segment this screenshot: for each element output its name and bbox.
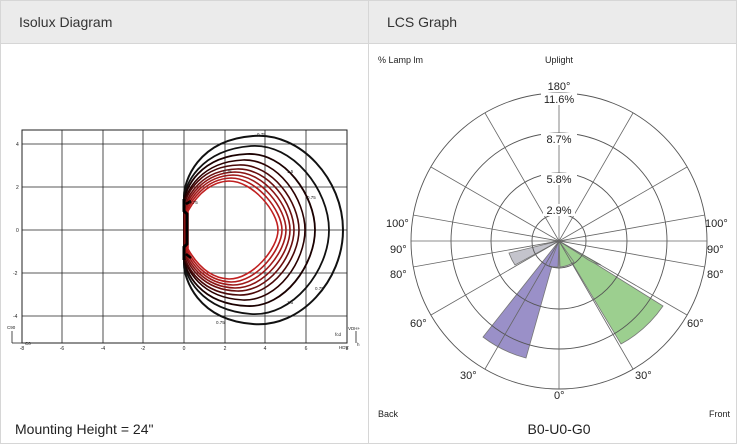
angle-label: 80° (390, 269, 407, 281)
mounting-height-caption: Mounting Height = 24" (15, 421, 154, 437)
lcs-label-masks (541, 93, 577, 216)
lcs-angle-labels: 100° 90° 80° 60° 30° 0° 30° 60° 80° 90° … (386, 218, 728, 402)
c90-axis-label: C90 (7, 325, 16, 330)
isolux-axis-markers: C90 C0 VDH+ fcd HDV h (7, 325, 361, 350)
angle-label: 0° (554, 390, 565, 402)
contour-label: 1.5 (287, 169, 294, 174)
uplight-label: Uplight (545, 55, 574, 65)
isolux-contour-labels: 0.75 1.5 0.75 0.75 0.75 1.5 0.75 0.75 (189, 132, 324, 325)
back-low-wedge (508, 240, 560, 266)
angle-label: 90° (390, 244, 407, 256)
isolux-panel: Isolux Diagram (0, 0, 369, 444)
angle-label: 30° (460, 370, 477, 382)
angle-label: 80° (707, 269, 724, 281)
contour-label: 0.75 (223, 169, 232, 174)
angle-label: 90° (707, 244, 724, 256)
isolux-y-ticks: 4 2 0 -2 -4 (13, 142, 19, 320)
angle-label: 60° (410, 318, 427, 330)
isolux-contours (182, 134, 345, 326)
contour-label: 0.75 (257, 132, 266, 137)
contour-label: 0.75 (189, 200, 198, 205)
y-tick-label: -4 (13, 314, 18, 320)
front-light-wedge (558, 240, 664, 345)
x-tick-label: 6 (305, 346, 308, 352)
x-tick-label: -6 (60, 346, 65, 352)
h-label: h (357, 342, 360, 347)
x-tick-label: -2 (141, 346, 146, 352)
fcd-label: fcd (335, 332, 342, 337)
angle-label: 60° (687, 318, 704, 330)
ring-label: 11.6% (544, 94, 575, 106)
lcs-panel-title: LCS Graph (369, 1, 736, 44)
contour-label: 0.75 (216, 320, 225, 325)
front-label: Front (709, 409, 731, 419)
contour-label: 0.75 (315, 286, 324, 291)
isolux-x-ticks: -8 -6 -4 -2 0 2 4 6 8 (20, 346, 349, 352)
hdv-label: HDV (339, 345, 349, 350)
lcs-radial-lines (411, 93, 707, 389)
angle-label: 30° (635, 370, 652, 382)
y-tick-label: 0 (16, 228, 19, 234)
lcs-panel: LCS Graph (368, 0, 737, 444)
c0-axis-label: C0 (25, 341, 31, 346)
back-light-wedge (482, 240, 560, 359)
x-tick-label: 4 (264, 346, 267, 352)
ring-label: 8.7% (546, 134, 571, 146)
lcs-top-labels: % Lamp lm Uplight 180° (378, 55, 574, 93)
x-tick-label: 8 (346, 346, 349, 352)
lcs-wedges (482, 239, 664, 359)
lcs-ring-labels: 11.6% 8.7% 5.8% 2.9% (544, 94, 575, 217)
ring-label: 5.8% (546, 174, 571, 186)
lcs-graph: 11.6% 8.7% 5.8% 2.9% % Lamp lm Uplight 1… (378, 55, 731, 437)
y-tick-label: 2 (16, 185, 19, 191)
contour-label: 1.5 (287, 300, 294, 305)
isolux-panel-title: Isolux Diagram (1, 1, 368, 44)
angle-180-label: 180° (548, 81, 571, 93)
y-tick-label: -2 (13, 271, 18, 277)
lamp-lumen-label: % Lamp lm (378, 55, 423, 65)
ring-label: 2.9% (546, 205, 571, 217)
angle-label: 100° (705, 218, 728, 230)
lcs-bottom-labels: Back Front B0-U0-G0 (378, 409, 731, 437)
x-tick-label: 0 (183, 346, 186, 352)
isolux-diagram: 0.75 1.5 0.75 0.75 0.75 1.5 0.75 0.75 4 … (7, 129, 361, 352)
x-tick-label: 2 (224, 346, 227, 352)
back-label: Back (378, 409, 399, 419)
x-tick-label: -8 (20, 346, 25, 352)
y-tick-label: 4 (16, 142, 19, 148)
x-tick-label: -4 (101, 346, 106, 352)
contour-label: 0.75 (307, 195, 316, 200)
vdh-label: VDH+ (348, 326, 361, 331)
angle-label: 100° (386, 218, 409, 230)
bug-rating: B0-U0-G0 (527, 421, 590, 437)
